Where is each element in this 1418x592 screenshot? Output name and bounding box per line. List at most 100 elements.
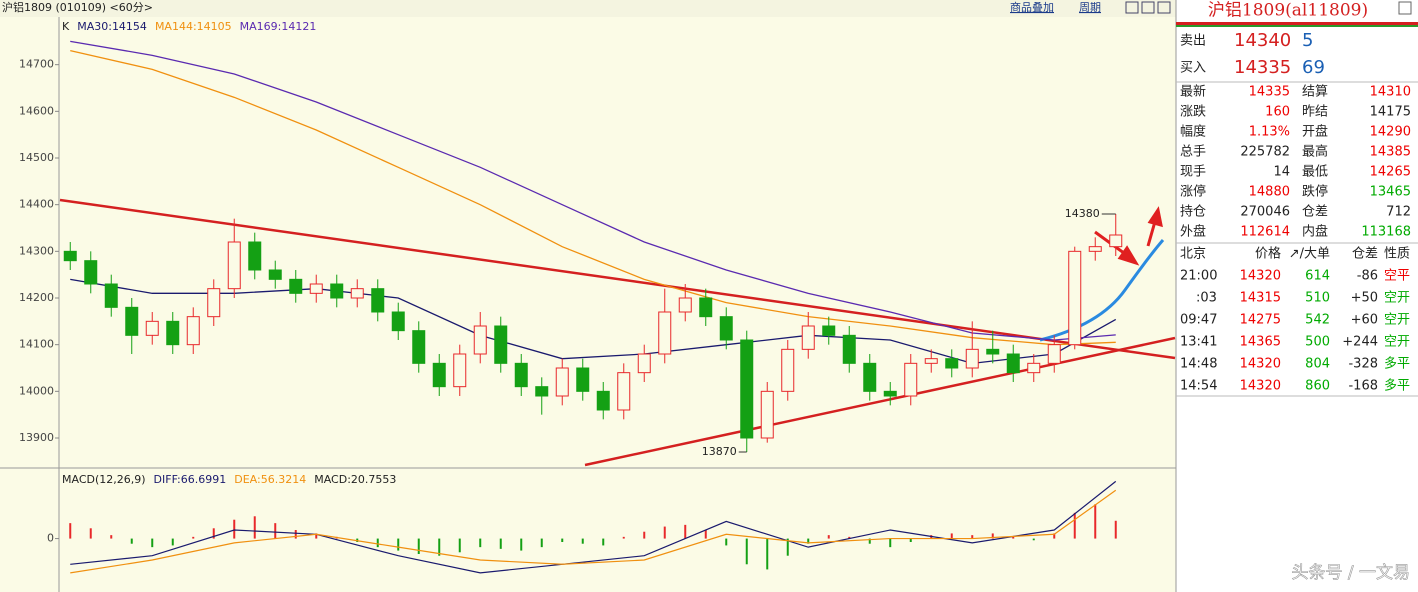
field-label: 最高: [1302, 144, 1328, 160]
field-label: 幅度: [1180, 124, 1206, 140]
trade-price: 14275: [1240, 313, 1281, 328]
trade-volume: 510: [1305, 291, 1330, 306]
field-value: 112614: [1240, 225, 1290, 240]
field-label: 总手: [1180, 145, 1206, 160]
trade-nature: 空开: [1384, 313, 1410, 328]
order-label: 卖出: [1180, 34, 1206, 49]
annotation: 13870: [702, 445, 737, 458]
candle-body: [924, 358, 938, 364]
overlay-button[interactable]: 商品叠加: [1010, 0, 1054, 14]
field-label: 结算: [1302, 85, 1328, 100]
candle-body: [637, 353, 651, 374]
trade-header: 价格: [1255, 246, 1281, 262]
trade-change: +50: [1351, 291, 1378, 306]
trade-price: 14315: [1240, 291, 1281, 306]
field-value: 14310: [1370, 85, 1411, 100]
trade-nature: 多平: [1384, 378, 1410, 394]
candle-body: [207, 288, 221, 318]
field-value: 14290: [1370, 125, 1411, 140]
candle-body: [145, 320, 159, 336]
field-label: 涨停: [1180, 184, 1206, 200]
field-value: 14880: [1249, 185, 1290, 200]
field-value: 270046: [1240, 205, 1290, 220]
candle-body: [883, 390, 897, 397]
candle-body: [596, 390, 610, 411]
panel-button[interactable]: [1398, 1, 1412, 15]
candle-body: [432, 362, 446, 388]
field-label: 现手: [1180, 165, 1206, 180]
trade-header: 性质: [1384, 247, 1410, 262]
candle-body: [473, 325, 487, 355]
candle-body: [514, 362, 528, 388]
candle-body: [699, 297, 713, 318]
period-button[interactable]: 周期: [1079, 1, 1101, 14]
trade-time: 13:41: [1180, 335, 1217, 350]
field-value: 14265: [1370, 165, 1411, 180]
trade-nature: 空平: [1384, 269, 1410, 284]
indicator-line: [70, 480, 1117, 574]
field-label: 外盘: [1180, 224, 1206, 240]
legend-entry: MA30:14154: [77, 20, 147, 33]
legend-entry: DEA:56.3214: [234, 473, 306, 486]
candle-body: [186, 316, 200, 346]
order-label: 买入: [1180, 61, 1206, 76]
indicator-line: [70, 40, 1116, 341]
toolbar-icon[interactable]: [1141, 1, 1155, 14]
candle-body: [289, 278, 303, 294]
candle-body: [227, 241, 241, 290]
candle-body: [1088, 246, 1102, 252]
candle-body: [576, 367, 590, 392]
candle-body: [1006, 353, 1020, 374]
candle-body: [494, 325, 508, 364]
legend-entry: MA144:14105: [155, 20, 232, 33]
trade-change: -168: [1348, 379, 1378, 394]
candle-body: [391, 311, 405, 332]
candle-body: [63, 250, 77, 262]
trade-nature: 多平: [1384, 356, 1410, 372]
field-value: 712: [1386, 205, 1411, 220]
candle-body: [986, 348, 1000, 355]
legend-entry: K: [62, 20, 70, 33]
candle-body: [104, 283, 118, 308]
y-tick-label: 14300: [19, 244, 54, 257]
candle-body: [842, 334, 856, 364]
trade-time: 09:47: [1180, 313, 1217, 328]
window-title: 沪铝1809 (010109) <60分>: [2, 0, 153, 14]
trade-volume: 860: [1305, 379, 1330, 394]
y-tick-label: 14600: [19, 104, 54, 117]
field-value: 225782: [1240, 145, 1290, 160]
candle-body: [1027, 362, 1041, 374]
trade-price: 14320: [1240, 357, 1281, 372]
candle-body: [371, 288, 385, 313]
y-tick-label: 14400: [19, 198, 54, 211]
trade-change: -328: [1348, 357, 1378, 372]
field-value: 14335: [1249, 85, 1290, 100]
candle-body: [760, 390, 774, 439]
field-value: 13465: [1370, 185, 1411, 200]
legend-entry: MA169:14121: [240, 20, 317, 33]
trade-time: :03: [1196, 291, 1217, 306]
toolbar-icon[interactable]: [1125, 1, 1139, 14]
candle-body: [863, 362, 877, 392]
trade-price: 14365: [1240, 335, 1281, 350]
y-tick-label: 13900: [19, 431, 54, 444]
y-tick-label: 14000: [19, 384, 54, 397]
field-label: 最低: [1302, 165, 1328, 180]
candle-body: [412, 330, 426, 364]
y-tick-label: 0: [47, 532, 54, 545]
candle-body: [84, 260, 98, 285]
y-tick-label: 14200: [19, 291, 54, 304]
field-label: 涨跌: [1180, 104, 1206, 120]
trade-nature: 空开: [1384, 335, 1410, 350]
trend-line: [59, 198, 1176, 360]
field-label: 开盘: [1302, 124, 1328, 140]
trade-volume: 542: [1305, 313, 1330, 328]
quote-panel: [1176, 0, 1418, 592]
title-underline: [1176, 22, 1418, 25]
legend-entry: DIFF:66.6991: [154, 473, 227, 486]
candle-body: [350, 288, 364, 299]
trade-time: 14:54: [1180, 379, 1217, 394]
toolbar-icon[interactable]: [1157, 1, 1171, 14]
trade-volume: 614: [1305, 269, 1330, 284]
